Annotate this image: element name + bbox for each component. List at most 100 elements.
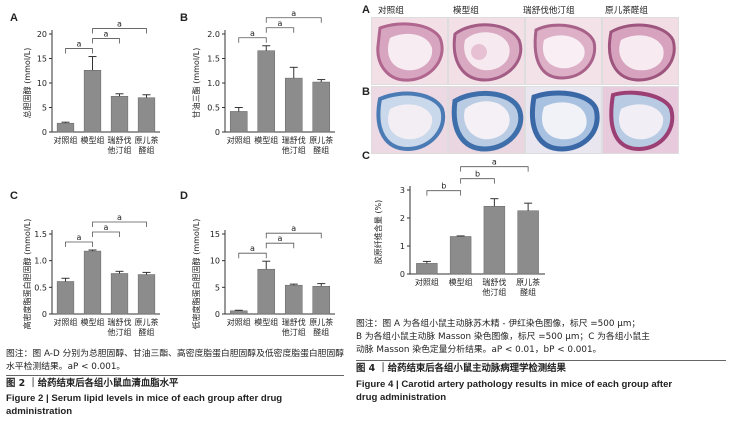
x-tick-label: 原儿茶 xyxy=(309,317,333,327)
bar xyxy=(56,281,75,315)
bar xyxy=(110,273,129,315)
y-tick-label: 0.5 xyxy=(207,104,220,113)
chart-triglycerides: 0 0.5 1.0 1.5 2.0 甘油三酯 (mmol/L) 对照组 模型组 瑞舒伐他汀组原儿… xyxy=(191,9,335,155)
figure4-col-label-protocatechuic: 原儿茶醛组 xyxy=(605,6,648,16)
y-axis-label: 低密度脂蛋白胆固醇 (mmol/L) xyxy=(191,219,201,330)
figure4-col-label-model: 模型组 xyxy=(453,6,479,16)
x-tick-label: 对照组 xyxy=(227,135,251,145)
he-stain-model-image xyxy=(448,17,525,85)
significance-label: a xyxy=(492,158,497,167)
y-tick-label: 1 xyxy=(400,242,405,251)
significance-label: b xyxy=(441,182,446,191)
x-tick-label: 瑞舒伐 xyxy=(108,317,132,327)
figure2-title-cn: 图 2 ｜给药结束后各组小鼠血清血脂水平 xyxy=(6,378,179,389)
bar xyxy=(284,77,303,133)
y-tick-label: 0 xyxy=(42,128,47,137)
significance-label: a xyxy=(77,233,82,242)
significance-bracket xyxy=(460,178,495,184)
significance-label: a xyxy=(117,20,122,29)
figure4-col-label-rosuvastatin: 瑞舒伐他汀组 xyxy=(523,6,575,16)
significance-label: a xyxy=(278,234,283,243)
y-tick-label: 2 xyxy=(400,214,405,223)
significance-bracket xyxy=(65,241,93,247)
bar xyxy=(483,205,506,275)
x-tick-label: 瑞舒伐 xyxy=(282,317,306,327)
x-tick-label: 醛组 xyxy=(313,145,329,155)
significance-label: a xyxy=(291,9,296,18)
y-tick-label: 1.0 xyxy=(34,257,47,266)
masson-stain-protocatechuic-image xyxy=(602,86,679,154)
figure2-caption-text: 图注：图 A-D 分别为总胆固醇、甘油三酯、高密度脂蛋白胆固醇及低密度脂蛋白胆固… xyxy=(6,349,345,372)
figure4-caption-line-2: B 为各组小鼠主动脉 Masson 染色图像，标尺 =500 μm；C 为各组小… xyxy=(356,332,650,342)
bar xyxy=(449,236,472,275)
significance-label: a xyxy=(250,29,255,38)
y-axis-label: 高密度脂蛋白胆固醇 (mmol/L) xyxy=(22,219,32,330)
bar xyxy=(312,286,331,315)
figure4-panel-c-letter: C xyxy=(362,150,370,162)
x-tick-label: 对照组 xyxy=(227,317,251,327)
chart-ldl-cholesterol: 0 5 10 15 低密度脂蛋白胆固醇 (mmol/L) 对照组 模型组 瑞舒伐他汀组原儿茶醛… xyxy=(191,219,335,337)
bar xyxy=(229,111,248,133)
significance-bracket xyxy=(92,38,120,44)
bar xyxy=(229,310,248,315)
y-axis-label: 甘油三酯 (mmol/L) xyxy=(191,48,201,119)
x-tick-label: 模型组 xyxy=(81,135,105,145)
y-tick-label: 5 xyxy=(42,104,47,113)
figure2-caption: 图注：图 A-D 分别为总胆固醇、甘油三酯、高密度脂蛋白胆固醇及低密度脂蛋白胆固… xyxy=(6,348,346,374)
y-tick-label: 0.5 xyxy=(34,283,47,292)
y-tick-label: 2.0 xyxy=(207,30,220,39)
x-tick-label: 原儿茶 xyxy=(135,135,159,145)
bar xyxy=(257,268,276,315)
figure4-title-cn: 图 4 ｜给药结束后各组小鼠主动脉病理学检测结果 xyxy=(356,363,566,374)
significance-label: a xyxy=(104,30,109,39)
figure4-caption-line-3: 动脉 Masson 染色定量分析结果。aP < 0.01，bP < 0.001。 xyxy=(356,345,602,355)
significance-bracket xyxy=(92,28,147,34)
significance-bracket xyxy=(265,242,295,249)
x-tick-label: 原儿茶 xyxy=(516,277,540,287)
bar xyxy=(284,284,303,315)
y-tick-label: 0 xyxy=(42,310,47,319)
bar xyxy=(257,50,276,133)
x-tick-label: 模型组 xyxy=(449,277,473,287)
he-stain-rosuvastatin-image xyxy=(525,17,602,85)
y-tick-label: 10 xyxy=(210,257,220,266)
masson-stain-model-image xyxy=(448,86,525,154)
figure4-title-en-1: Figure 4 | Carotid artery pathology resu… xyxy=(356,379,673,390)
x-tick-label: 醛组 xyxy=(139,145,155,155)
y-tick-label: 0 xyxy=(215,310,220,319)
figure2-panel-b-letter: B xyxy=(180,12,188,24)
x-tick-label: 原儿茶 xyxy=(309,135,333,145)
y-tick-label: 0 xyxy=(400,270,405,279)
masson-stain-control-image xyxy=(371,86,448,154)
bar xyxy=(83,70,102,133)
significance-label: a xyxy=(104,223,109,232)
significance-bracket xyxy=(265,17,322,23)
x-tick-label: 模型组 xyxy=(81,317,105,327)
significance-label: b xyxy=(475,170,480,179)
figure4-title-en-2: drug administration xyxy=(356,392,447,403)
bar xyxy=(110,95,129,133)
bar xyxy=(83,250,102,315)
y-tick-label: 5 xyxy=(215,283,220,292)
x-tick-label: 他汀组 xyxy=(282,327,306,337)
figure2-rule xyxy=(6,375,344,376)
x-tick-label: 醛组 xyxy=(139,327,155,337)
x-tick-label: 对照组 xyxy=(54,317,78,327)
figure2-panel-d-letter: D xyxy=(180,190,188,202)
figure2-panel-a-letter: A xyxy=(10,12,18,24)
x-tick-label: 模型组 xyxy=(254,317,278,327)
y-axis-label: 胶原纤维含量 (%) xyxy=(373,200,383,264)
significance-bracket xyxy=(460,166,529,172)
significance-label: a xyxy=(77,40,82,49)
significance-label: a xyxy=(291,224,296,233)
y-tick-label: 0 xyxy=(215,128,220,137)
y-tick-label: 15 xyxy=(37,55,47,64)
x-tick-label: 醛组 xyxy=(520,287,536,297)
x-tick-label: 瑞舒伐 xyxy=(282,135,306,145)
y-axis-label: 总胆固醇 (mmol/L) xyxy=(22,48,32,119)
figure4-caption: 图注：图 A 为各组小鼠主动脉苏木精 - 伊红染色图像，标尺 =500 μm； … xyxy=(356,318,726,357)
figure4-caption-line-1: 图注：图 A 为各组小鼠主动脉苏木精 - 伊红染色图像，标尺 =500 μm； xyxy=(356,319,641,329)
y-tick-label: 1.5 xyxy=(34,230,47,239)
